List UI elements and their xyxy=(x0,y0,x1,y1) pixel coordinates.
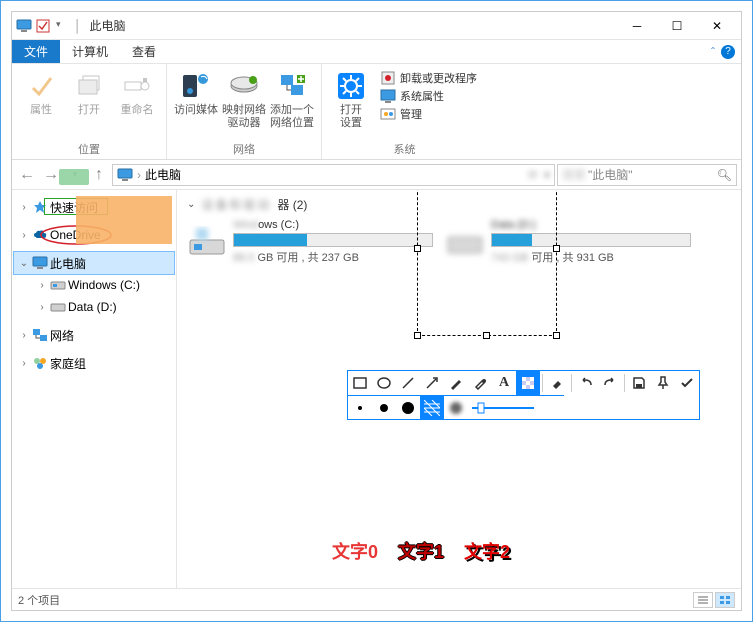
qat-dropdown-icon[interactable]: ▾ xyxy=(56,19,66,33)
search-icon[interactable]: 🔍︎ xyxy=(717,168,732,182)
open-button[interactable]: 打开 xyxy=(66,68,112,117)
size-medium[interactable] xyxy=(372,396,396,420)
ribbon-tabs: 文件 计算机 查看 ˆ ? xyxy=(12,40,741,64)
map-drive-button[interactable]: 映射网络 驱动器 xyxy=(221,68,267,130)
overlay-text-0: 文字0 xyxy=(332,538,378,564)
tab-computer[interactable]: 计算机 xyxy=(60,40,120,63)
rename-button[interactable]: 重命名 xyxy=(114,68,160,117)
nav-pane[interactable]: › 快速访问 › OneDrive ⌄ 此电脑 › Windows xyxy=(12,190,177,588)
back-button[interactable]: ← xyxy=(16,164,38,186)
tool-pin[interactable] xyxy=(651,371,675,395)
size-slider[interactable] xyxy=(468,396,538,420)
view-details-button[interactable] xyxy=(693,592,713,608)
tab-view[interactable]: 查看 xyxy=(120,40,168,63)
tool-eraser[interactable] xyxy=(545,371,569,395)
main-area: › 快速访问 › OneDrive ⌄ 此电脑 › Windows xyxy=(12,190,741,588)
drive-c[interactable]: Windows (C:) 88.5 GB 可用 , 共 237 GB xyxy=(187,219,433,265)
sidebar-network[interactable]: › 网络 xyxy=(14,324,174,346)
tool-save[interactable] xyxy=(627,371,651,395)
sysprops-button[interactable]: 系统属性 xyxy=(380,88,477,104)
tool-pencil[interactable] xyxy=(444,371,468,395)
overlay-text-1: 文字1 xyxy=(398,538,444,564)
tool-line[interactable] xyxy=(396,371,420,395)
screenshot-toolbar[interactable]: A xyxy=(347,370,700,420)
size-large[interactable] xyxy=(396,396,420,420)
size-small[interactable] xyxy=(348,396,372,420)
address-bar: ← → ▾ ↑ › 此电脑 ⟳ ▾ 搜索 "此电脑" 🔍︎ xyxy=(12,160,741,190)
explorer-window: ▾ │ 此电脑 ─ ☐ ✕ 文件 计算机 查看 ˆ ? 属性 xyxy=(11,11,742,611)
minimize-button[interactable]: ─ xyxy=(617,13,657,39)
sidebar-drive-c[interactable]: › Windows (C:) xyxy=(14,274,174,296)
tool-undo[interactable] xyxy=(574,371,598,395)
close-button[interactable]: ✕ xyxy=(697,13,737,39)
titlebar: ▾ │ 此电脑 ─ ☐ ✕ xyxy=(12,12,741,40)
status-items: 2 个项目 xyxy=(18,592,60,608)
ribbon-group-system: 打开 设置 卸载或更改程序 系统属性 管理 xyxy=(322,64,487,159)
pc-icon xyxy=(16,19,32,33)
annotation-texts: 文字0 文字1 文字2 xyxy=(332,538,510,564)
mosaic-style[interactable] xyxy=(420,396,444,420)
ribbon: 属性 打开 重命名 位置 访问媒体 xyxy=(12,64,741,160)
manage-button[interactable]: 管理 xyxy=(380,106,477,122)
status-bar: 2 个项目 xyxy=(12,588,741,610)
tool-confirm[interactable] xyxy=(675,371,699,395)
access-media-button[interactable]: 访问媒体 xyxy=(173,68,219,117)
tool-mosaic[interactable] xyxy=(516,371,540,395)
address-input[interactable]: › 此电脑 ⟳ ▾ xyxy=(112,164,555,186)
maximize-button[interactable]: ☐ xyxy=(657,13,697,39)
properties-button[interactable]: 属性 xyxy=(18,68,64,117)
refresh-icon[interactable]: ⟳ xyxy=(528,168,538,182)
outer-border: ▾ │ 此电脑 ─ ☐ ✕ 文件 计算机 查看 ˆ ? 属性 xyxy=(0,0,753,622)
ribbon-collapse-icon[interactable]: ˆ xyxy=(711,45,715,59)
tool-marker[interactable] xyxy=(468,371,492,395)
tool-arrow[interactable] xyxy=(420,371,444,395)
uninstall-button[interactable]: 卸载或更改程序 xyxy=(380,70,477,86)
qat-icon-1[interactable] xyxy=(36,19,52,33)
tab-file[interactable]: 文件 xyxy=(12,40,60,63)
content-pane[interactable]: ⌄ 设备和驱动器 (2) Windows (C:) 88.5 GB 可用 , 共… xyxy=(177,190,741,588)
tool-redo[interactable] xyxy=(598,371,622,395)
ribbon-group-location: 属性 打开 重命名 位置 xyxy=(12,64,167,159)
drive-d[interactable]: Data (D:) 743 GB 可用 , 共 931 GB xyxy=(445,219,691,265)
blur-style[interactable] xyxy=(444,396,468,420)
ribbon-group-network: 访问媒体 映射网络 驱动器 添加一个 网络位置 网络 xyxy=(167,64,322,159)
sidebar-drive-d[interactable]: › Data (D:) xyxy=(14,296,174,318)
open-settings-button[interactable]: 打开 设置 xyxy=(328,68,374,130)
search-input[interactable]: 搜索 "此电脑" 🔍︎ xyxy=(557,164,737,186)
tool-ellipse[interactable] xyxy=(372,371,396,395)
up-button[interactable]: ↑ xyxy=(88,164,110,186)
sidebar-this-pc[interactable]: ⌄ 此电脑 xyxy=(14,252,174,274)
window-title: 此电脑 xyxy=(90,17,126,34)
annotation-orange-fill xyxy=(76,196,172,244)
sidebar-homegroup[interactable]: › 家庭组 xyxy=(14,352,174,374)
tool-text[interactable]: A xyxy=(492,371,516,395)
view-icons-button[interactable] xyxy=(715,592,735,608)
help-icon[interactable]: ? xyxy=(721,45,735,59)
overlay-text-2: 文字2 xyxy=(464,538,510,564)
drive-group-header[interactable]: ⌄ 设备和驱动器 (2) xyxy=(187,196,731,213)
add-location-button[interactable]: 添加一个 网络位置 xyxy=(269,68,315,130)
tool-rect[interactable] xyxy=(348,371,372,395)
